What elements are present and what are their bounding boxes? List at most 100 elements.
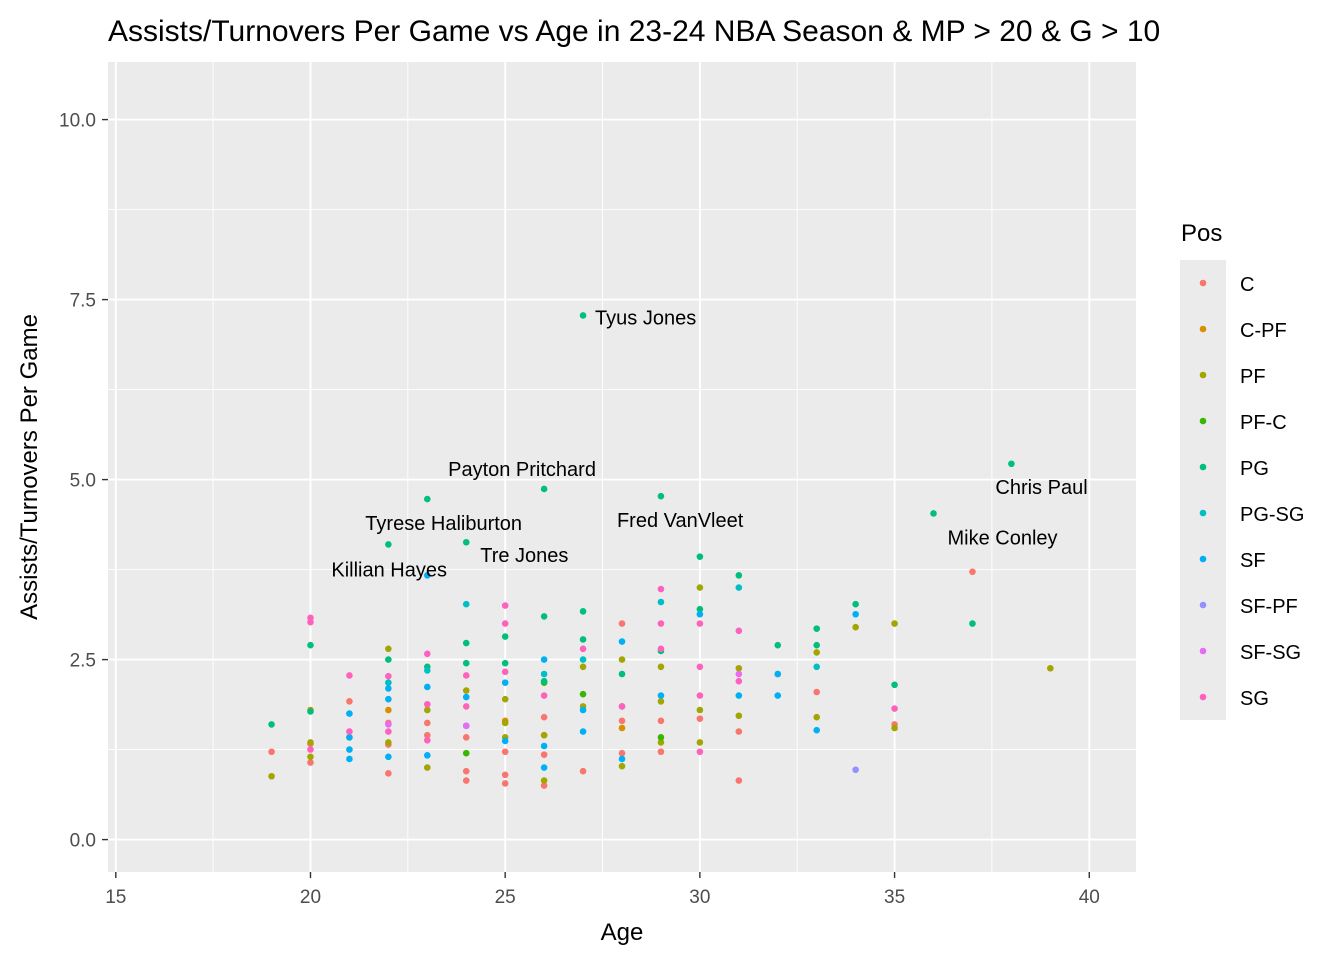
legend-key: [1199, 325, 1207, 333]
legend-label: C-PF: [1240, 320, 1287, 342]
data-point: [696, 553, 704, 560]
data-point: [813, 726, 820, 734]
legend-label: PG: [1240, 458, 1269, 480]
data-point: [540, 613, 548, 620]
axes: 15 20 25 30 35 40 0.0 2.5 5.0 7.5 10.0: [59, 111, 1100, 908]
data-point: [462, 734, 470, 741]
data-point: [501, 748, 509, 756]
data-point: [735, 670, 743, 678]
data-point: [501, 633, 509, 640]
legend-key: [1199, 647, 1207, 655]
data-point: [657, 663, 665, 671]
legend-key: [1199, 463, 1207, 471]
data-point: [501, 668, 509, 676]
data-point: [307, 753, 314, 761]
data-point: [462, 777, 470, 784]
data-point: [696, 610, 704, 618]
data-point: [657, 739, 665, 746]
data-point: [385, 679, 392, 686]
point-annotation: Chris Paul: [995, 477, 1087, 499]
legend-key: [1199, 417, 1207, 425]
data-point: [424, 719, 431, 727]
data-point: [735, 572, 743, 579]
data-point: [696, 739, 704, 746]
point-annotation: Fred VanVleet: [617, 510, 744, 532]
data-point: [657, 698, 665, 705]
data-point: [540, 742, 548, 750]
data-point: [696, 620, 704, 627]
data-point: [969, 568, 976, 576]
data-point: [385, 770, 392, 777]
data-point: [501, 679, 509, 686]
data-point: [346, 728, 353, 735]
legend-key: [1199, 693, 1207, 701]
data-point: [579, 767, 587, 775]
data-point: [385, 739, 392, 746]
legend-key: [1199, 555, 1207, 563]
data-point: [852, 766, 859, 774]
data-point: [579, 663, 587, 671]
minor-gridlines: [108, 62, 1136, 872]
legend-key-background: [1180, 260, 1226, 720]
data-point: [618, 638, 626, 645]
data-point: [540, 764, 548, 771]
data-point: [540, 692, 548, 699]
y-axis-title: Assists/Turnovers Per Game: [16, 314, 43, 620]
data-point: [424, 700, 431, 708]
data-point: [346, 746, 353, 753]
data-point: [385, 672, 392, 680]
data-point: [268, 721, 275, 728]
data-point: [307, 641, 314, 649]
data-point: [424, 752, 431, 759]
data-point: [696, 706, 704, 714]
data-point: [657, 585, 665, 593]
data-point: [696, 748, 704, 756]
legend-label: PG-SG: [1240, 504, 1304, 526]
legend-label: PF: [1240, 366, 1266, 388]
data-point: [618, 749, 626, 757]
data-point: [268, 772, 275, 780]
legend-key: [1199, 371, 1207, 379]
point-annotation: Mike Conley: [948, 527, 1058, 549]
data-point: [618, 656, 626, 663]
data-point: [424, 731, 431, 739]
data-point: [346, 698, 353, 705]
data-point: [462, 749, 470, 757]
data-point: [657, 492, 665, 500]
point-annotations: Tyus Jones Payton Pritchard Chris Paul Tyre…: [331, 307, 1087, 581]
data-point: [385, 541, 392, 548]
legend-title: Pos: [1181, 220, 1222, 247]
data-point: [735, 777, 743, 784]
data-point: [813, 625, 820, 632]
data-point: [657, 692, 665, 699]
data-point: [618, 620, 626, 627]
data-point: [735, 584, 743, 591]
data-point: [579, 656, 587, 663]
y-tick-label: 5.0: [70, 471, 96, 492]
data-point: [618, 670, 626, 678]
data-point: [696, 663, 704, 671]
y-tick-label: 2.5: [70, 651, 96, 672]
point-annotation: Tyrese Haliburton: [365, 513, 522, 535]
x-tick-label: 15: [105, 887, 126, 908]
data-point: [696, 584, 704, 591]
y-tick-label: 0.0: [70, 831, 96, 852]
data-point: [735, 692, 743, 699]
data-point: [774, 692, 782, 699]
data-point: [657, 598, 665, 606]
x-axis-title: Age: [601, 919, 644, 946]
data-point: [657, 717, 665, 725]
data-point: [307, 759, 314, 766]
legend: Pos C C-PF PF PF-C PG PG-SG SF SF-PF SF-SG SG: [1180, 220, 1304, 720]
data-point: [891, 724, 898, 732]
data-point: [735, 677, 743, 685]
data-point: [540, 485, 548, 493]
data-point: [657, 734, 665, 741]
data-point: [268, 748, 275, 756]
x-tick-label: 35: [884, 887, 905, 908]
data-point: [618, 703, 626, 710]
data-point: [618, 762, 626, 770]
data-point: [346, 734, 353, 741]
data-point: [462, 672, 470, 679]
